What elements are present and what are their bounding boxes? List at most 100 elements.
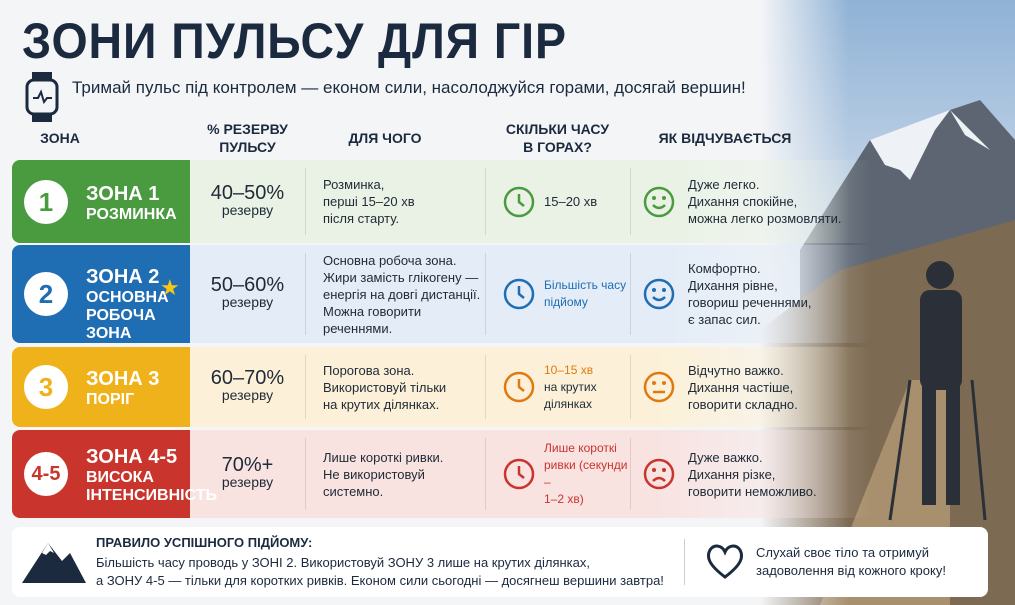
zone-name: ОСНОВНА [86,289,169,306]
feeling-line: Дихання рівне, [688,278,778,293]
zone-row: 3 ЗОНА 3 ПОРІГ 60–70% резерву Порогова зона. В… [12,347,872,427]
zone-name: РОЗМИНКА [86,205,177,223]
motto-line: Слухай своє тіло та отримуй [756,545,929,560]
separator [485,438,486,510]
clock-icon [503,458,535,490]
purpose-cell: Лише короткі ривки. Не використовуй систем… [323,430,483,518]
purpose-line: Не використовуй [323,466,425,482]
column-header-line: ПУЛЬСУ [219,139,276,155]
column-header: СКІЛЬКИ ЧАСУ В ГОРАХ? [485,120,630,156]
time-cell: Лише короткі ривки (секунди – 1–2 хв) [544,430,630,518]
purpose-line: реченнями. [323,320,393,336]
purpose-line: Можна говорити [323,303,422,319]
zone-number: 1 [24,179,68,224]
purpose-line: Використовуй тільки [323,379,447,395]
zone-number: 3 [24,365,68,409]
time-line: підйому [544,295,588,309]
zone-title: ЗОНА 2 [86,266,160,288]
feeling-line: Дуже важко. [688,449,763,465]
separator [485,253,486,335]
purpose-line: Лише короткі ривки. [323,449,444,465]
feeling-line: можна легко розмовляти. [688,211,842,226]
time-cell: 15–20 хв [544,160,630,243]
separator [630,168,631,235]
column-header-line: В ГОРАХ? [523,139,592,155]
face-icon [643,458,675,490]
time-line: 10–15 хв [544,362,594,377]
feeling-cell: Комфортно. Дихання рівне, говориш реченням… [688,245,868,343]
zone-label: ЗОНА 1 РОЗМИНКА [86,183,177,224]
time-line: ділянках [544,396,592,411]
separator [305,355,306,419]
feeling-line: говориш реченнями, [688,295,812,310]
purpose-cell: Порогова зона. Використовуй тільки на крут… [323,347,483,427]
reserve-cell: 40–50% резерву [190,160,305,243]
mountain-icon [22,543,86,583]
clock-icon [503,371,535,403]
reserve: 40–50% [210,181,285,204]
face-icon [643,371,675,403]
title: ЗОНИ ПУЛЬСУ ДЛЯ ГІР [22,13,567,69]
zone-name: ІНТЕНСИВНІСТЬ [86,487,218,504]
zone-title: ЗОНА 1 [86,182,160,205]
rule-line: а ЗОНУ 4-5 — тільки для коротких ривків.… [96,573,664,588]
feeling-line: Дихання частіше, [688,379,794,395]
purpose-line: на крутих ділянках. [323,396,440,412]
purpose-line: енергія на довгі дистанції. [323,286,481,302]
column-header: % РЕЗЕРВУ ПУЛЬСУ [190,120,305,156]
feeling-line: Дуже легко. [688,177,760,192]
zone-label: ЗОНА 3 ПОРІГ [86,368,159,409]
column-header-line: ЯК ВІДЧУВАЄТЬСЯ [658,130,792,146]
zone-number: 2 [24,272,68,316]
zone-row: 1 ЗОНА 1 РОЗМИНКА 40–50% резерву Розминка, пер… [12,160,872,243]
zone-name: РОБОЧА ЗОНА [86,307,156,342]
zone-block: 2 ЗОНА 2 ОСНОВНА РОБОЧА ЗОНА ★ [12,245,190,343]
separator [305,168,306,235]
motto: Слухай своє тіло та отримуй задоволення в… [756,544,946,580]
zone-label: ЗОНА 4-5 ВИСОКА ІНТЕНСИВНІСТЬ [86,446,217,505]
feeling-line: Відчутно важко. [688,362,784,378]
zone-name: ВИСОКА [86,469,154,486]
subtitle: Тримай пульс під контролем — економ сили… [72,78,746,97]
purpose-line: Основна робоча зона. [323,252,457,268]
time-line: 15–20 хв [544,194,598,209]
column-header-line: СКІЛЬКИ ЧАСУ [505,121,610,137]
star: ★ [160,275,180,300]
time-line: 1–2 хв) [544,492,584,506]
purpose-cell: Основна робоча зона. Жири замість глікоге… [323,245,483,343]
separator [630,438,631,510]
feeling-line: Дихання різке, [688,466,776,482]
feeling-cell: Дуже важко. Дихання різке, говорити неможл… [688,430,868,518]
zone-name: ПОРІГ [86,391,135,408]
feeling-line: є запас сил. [688,312,761,327]
time-line: Більшість часу [544,278,627,292]
purpose-line: перші 15–20 хв [323,194,415,209]
time-line: на крутих [544,379,597,394]
time-line: ривки (секунди – [544,458,628,489]
separator [485,355,486,419]
reserve-unit: резерву [221,474,274,490]
purpose-cell: Розминка, перші 15–20 хв після старту. [323,160,483,243]
footer: ПРАВИЛО УСПІШНОГО ПІДЙОМУ: Більшість час… [12,527,988,597]
divider [684,539,685,585]
reserve: 60–70% [210,367,285,389]
purpose-line: після старту. [323,211,400,226]
column-header-line: % РЕЗЕРВУ [207,121,288,137]
watch-icon [25,72,59,122]
zone-title: ЗОНА 4-5 [86,446,178,468]
feeling-line: Дихання спокійне, [688,194,798,209]
purpose-line: Розминка, [323,177,385,192]
reserve: 50–60% [210,274,285,296]
feeling-cell: Відчутно важко. Дихання частіше, говорити … [688,347,868,427]
separator [305,253,306,335]
separator [485,168,486,235]
rule-line: Більшість часу проводь у ЗОНІ 2. Викорис… [96,555,590,570]
feeling-line: Комфортно. [688,261,761,276]
rule-text: Більшість часу проводь у ЗОНІ 2. Викорис… [96,554,664,590]
reserve-unit: резерву [221,294,274,310]
time-cell: 10–15 хв на крутих ділянках [544,347,630,427]
face-icon [643,186,675,217]
separator [305,438,306,510]
zone-block: 3 ЗОНА 3 ПОРІГ [12,347,190,427]
zone-row: 4-5 ЗОНА 4-5 ВИСОКА ІНТЕНСИВНІСТЬ 70%+ резерв… [12,430,872,518]
